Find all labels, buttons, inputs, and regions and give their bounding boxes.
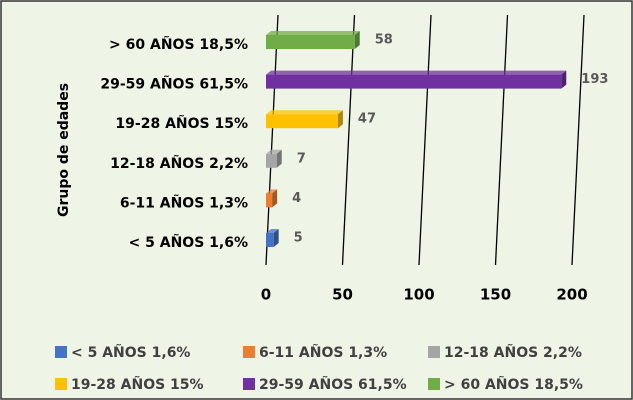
legend-label: 6-11 AÑOS 1,3% [259,344,387,361]
bar-top [266,31,360,35]
x-tick-label: 50 [332,286,353,304]
bar-side [354,31,360,49]
y-tick-label: > 60 AÑOS 18,5% [109,36,248,53]
bar [266,74,562,89]
bar [266,153,277,168]
legend-swatch [428,346,440,358]
y-tick-label: < 5 AÑOS 1,6% [129,234,248,251]
legend-swatch [243,378,255,390]
bar-top [266,149,282,154]
y-tick-label: 19-28 AÑOS 15% [115,115,248,132]
data-label: 5 [294,231,303,246]
y-axis-label: Grupo de edades [56,83,72,217]
y-tick-label: 6-11 AÑOS 1,3% [120,194,248,211]
bar-top [266,70,567,75]
grid-line [571,14,585,266]
bar-side [337,110,343,129]
bar [266,114,338,129]
bar-side [276,149,282,168]
grid-line [494,14,509,266]
grid-line [265,14,279,266]
x-tick-label: 200 [556,286,587,304]
legend-label: < 5 AÑOS 1,6% [71,344,190,361]
bar-side [273,229,279,247]
data-label: 58 [375,33,393,48]
grid-line [341,14,356,266]
legend-swatch [243,346,255,358]
x-tick-label: 100 [403,286,434,304]
bar-side [561,70,567,89]
legend-swatch [55,346,67,358]
legend-label: 29-59 AÑOS 61,5% [259,376,407,393]
legend-label: > 60 AÑOS 18,5% [444,376,583,393]
data-label: 4 [292,191,301,206]
bar [266,193,273,208]
x-tick-label: 150 [480,286,511,304]
bar-top [266,229,279,233]
bar [266,35,355,49]
grid-line [418,14,432,266]
bar [266,233,274,247]
bar-side [272,189,278,208]
data-label: 7 [297,151,306,166]
data-label: 47 [358,112,376,127]
y-tick-label: 12-18 AÑOS 2,2% [110,155,248,172]
legend-swatch [55,378,67,390]
bar-top [266,110,343,115]
legend-label: 19-28 AÑOS 15% [71,376,204,393]
bar-top [266,189,278,194]
legend-label: 12-18 AÑOS 2,2% [444,344,582,361]
x-tick-label: 0 [261,286,271,304]
y-tick-label: 29-59 AÑOS 61,5% [100,76,248,93]
data-label: 193 [581,72,608,87]
legend-swatch [428,378,440,390]
